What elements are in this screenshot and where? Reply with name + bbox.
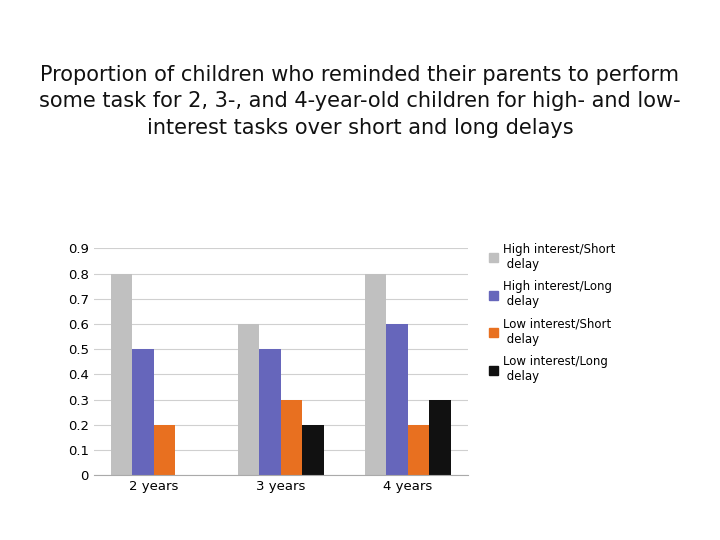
Bar	[281, 400, 302, 475]
Bar	[132, 349, 154, 475]
Bar	[154, 425, 176, 475]
Text: Proportion of children who reminded their parents to perform
some task for 2, 3-: Proportion of children who reminded thei…	[39, 65, 681, 138]
Bar	[238, 324, 259, 475]
Bar	[302, 425, 324, 475]
Bar	[364, 274, 386, 475]
Bar	[386, 324, 408, 475]
Bar	[111, 274, 132, 475]
Bar	[429, 400, 451, 475]
Legend: High interest/Short
 delay, High interest/Long
 delay, Low interest/Short
 delay: High interest/Short delay, High interest…	[489, 243, 616, 383]
Bar	[408, 425, 429, 475]
Bar	[259, 349, 281, 475]
